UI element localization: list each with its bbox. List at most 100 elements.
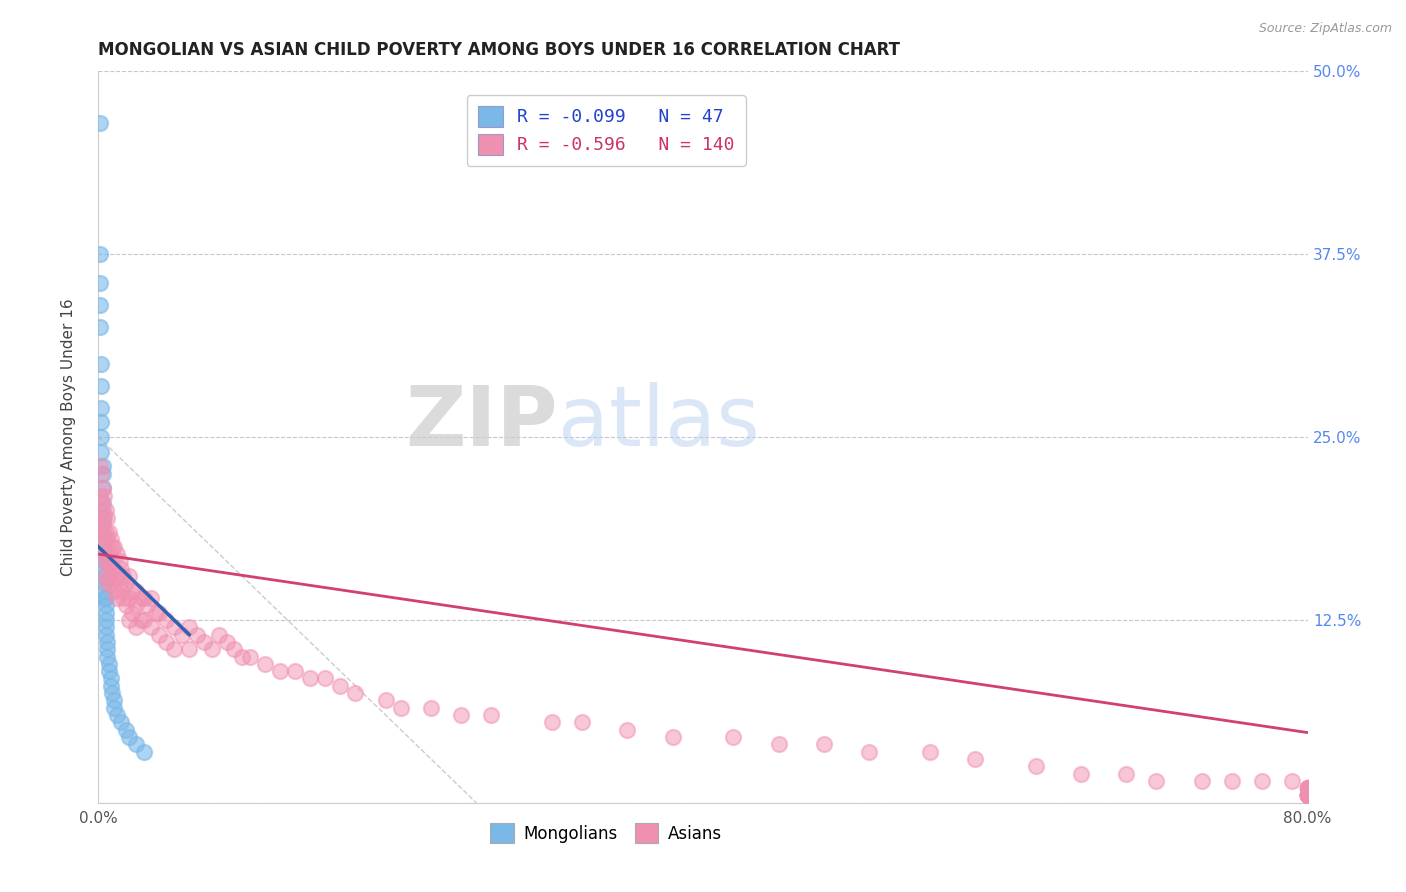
- Point: [96, 510, 118, 524]
- Point: [186, 627, 208, 641]
- Point: [129, 613, 152, 627]
- Point: [1251, 773, 1274, 788]
- Text: atlas: atlas: [558, 382, 759, 463]
- Point: [94, 525, 117, 540]
- Point: [1115, 766, 1137, 780]
- Point: [1296, 789, 1319, 803]
- Point: [94, 569, 117, 583]
- Point: [93, 554, 115, 568]
- Point: [125, 620, 148, 634]
- Point: [125, 599, 148, 613]
- Point: [98, 657, 121, 671]
- Point: [91, 517, 114, 532]
- Point: [1296, 789, 1319, 803]
- Point: [100, 576, 122, 591]
- Point: [1296, 789, 1319, 803]
- Point: [90, 496, 112, 510]
- Point: [89, 298, 111, 312]
- Point: [89, 247, 111, 261]
- Point: [723, 730, 745, 744]
- Point: [145, 606, 167, 620]
- Point: [314, 672, 336, 686]
- Point: [768, 737, 790, 751]
- Point: [93, 547, 115, 561]
- Point: [91, 540, 114, 554]
- Point: [179, 620, 201, 634]
- Point: [110, 715, 132, 730]
- Point: [1296, 789, 1319, 803]
- Point: [1296, 781, 1319, 796]
- Point: [344, 686, 367, 700]
- Point: [90, 444, 112, 458]
- Point: [239, 649, 262, 664]
- Point: [132, 745, 155, 759]
- Point: [269, 664, 291, 678]
- Point: [96, 649, 118, 664]
- Point: [98, 569, 121, 583]
- Point: [1296, 781, 1319, 796]
- Point: [1296, 781, 1319, 796]
- Point: [132, 613, 155, 627]
- Point: [93, 562, 115, 576]
- Point: [224, 642, 246, 657]
- Point: [163, 620, 186, 634]
- Point: [118, 730, 141, 744]
- Point: [1191, 773, 1213, 788]
- Point: [450, 708, 472, 723]
- Point: [108, 576, 131, 591]
- Point: [329, 679, 352, 693]
- Point: [253, 657, 276, 671]
- Point: [93, 489, 115, 503]
- Point: [1296, 781, 1319, 796]
- Point: [105, 547, 128, 561]
- Point: [96, 576, 118, 591]
- Point: [105, 569, 128, 583]
- Point: [96, 533, 118, 547]
- Point: [965, 752, 987, 766]
- Point: [661, 730, 683, 744]
- Point: [111, 591, 134, 605]
- Point: [1296, 789, 1319, 803]
- Point: [1296, 789, 1319, 803]
- Point: [1296, 789, 1319, 803]
- Point: [105, 591, 128, 605]
- Point: [1296, 789, 1319, 803]
- Point: [100, 679, 122, 693]
- Point: [90, 525, 112, 540]
- Point: [110, 583, 132, 598]
- Point: [94, 591, 117, 605]
- Point: [93, 510, 115, 524]
- Point: [420, 700, 443, 714]
- Point: [90, 401, 112, 415]
- Point: [93, 583, 115, 598]
- Point: [90, 379, 112, 393]
- Point: [89, 517, 111, 532]
- Point: [91, 540, 114, 554]
- Point: [1296, 789, 1319, 803]
- Point: [389, 700, 412, 714]
- Point: [98, 525, 121, 540]
- Point: [1220, 773, 1243, 788]
- Point: [1296, 789, 1319, 803]
- Point: [103, 583, 125, 598]
- Point: [170, 627, 193, 641]
- Point: [91, 481, 114, 495]
- Point: [103, 540, 125, 554]
- Point: [1296, 789, 1319, 803]
- Point: [1296, 789, 1319, 803]
- Point: [1296, 789, 1319, 803]
- Point: [1296, 789, 1319, 803]
- Point: [93, 533, 115, 547]
- Point: [1296, 789, 1319, 803]
- Point: [89, 489, 111, 503]
- Point: [103, 700, 125, 714]
- Point: [141, 591, 163, 605]
- Point: [231, 649, 253, 664]
- Point: [108, 554, 131, 568]
- Point: [91, 481, 114, 495]
- Point: [91, 510, 114, 524]
- Point: [571, 715, 593, 730]
- Point: [114, 576, 136, 591]
- Point: [111, 569, 134, 583]
- Point: [132, 591, 155, 605]
